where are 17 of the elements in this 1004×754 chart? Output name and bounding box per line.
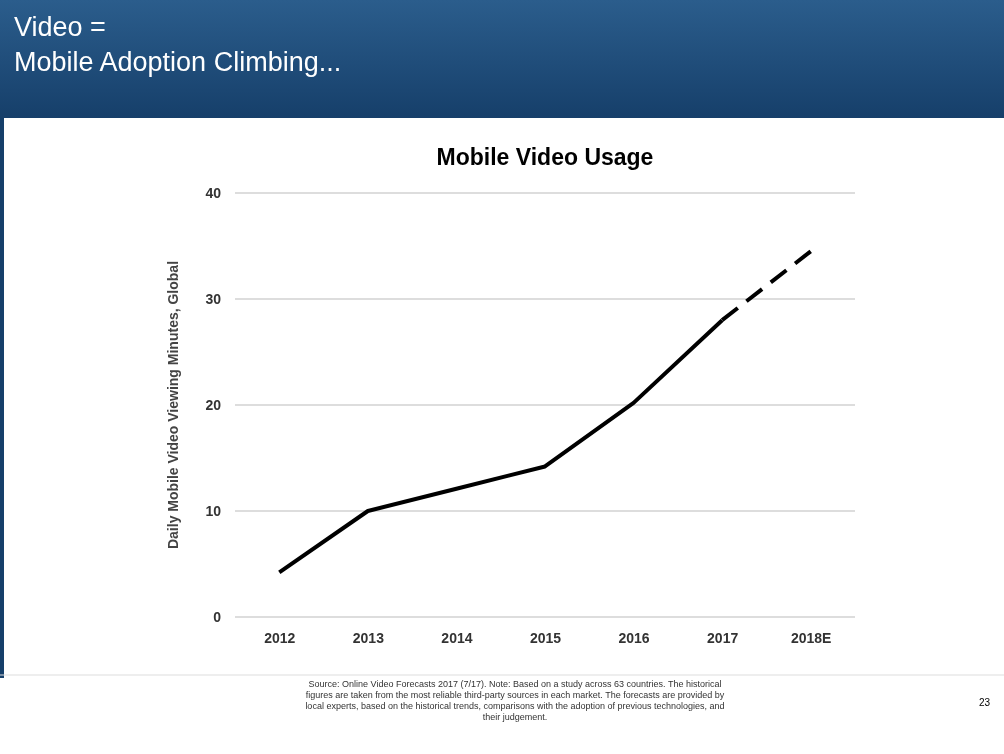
y-tick-label: 10 (205, 502, 222, 519)
source-note: Source: Online Video Forecasts 2017 (7/17). Note: Based on a study across 63 countries. The historical figures are taken from the most reliable third-party sources in each market. The forecasts are provided by local experts, based on the historical trends, comparisons with the adoption of previous technologies, and their judgement. (304, 679, 726, 723)
x-tick-label: 2018E (790, 629, 832, 646)
x-tick-label: 2012 (264, 629, 296, 646)
chart-subtitle: Mobile Video Usage (436, 144, 654, 170)
y-tick-label: 0 (213, 608, 222, 625)
x-tick-label: 2017 (707, 629, 739, 646)
x-tick-label: 2015 (529, 629, 562, 646)
y-axis-title: Daily Mobile Video Viewing Minutes, Global (165, 260, 181, 550)
chart-title: Video = Mobile Adoption Climbing... (14, 12, 342, 77)
x-tick-label: 2014 (441, 629, 473, 646)
x-tick-label: 2013 (352, 629, 385, 646)
y-tick-label: 30 (205, 290, 222, 307)
x-tick-label: 2016 (618, 629, 650, 646)
y-tick-label: 20 (205, 396, 222, 413)
y-tick-label: 40 (205, 184, 222, 201)
text: 23 (978, 697, 991, 708)
